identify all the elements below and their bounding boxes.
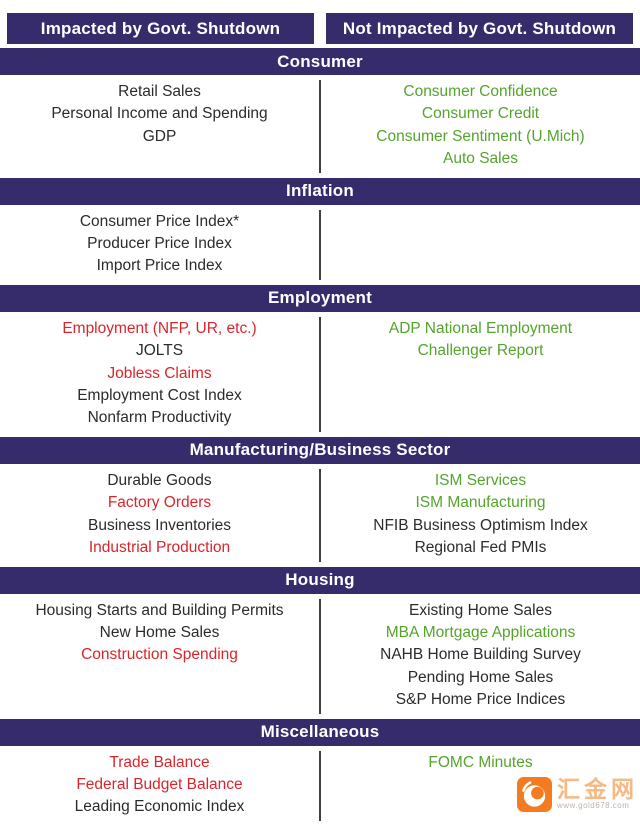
watermark-text-block: 汇金网 www.gold678.com <box>557 777 638 811</box>
indicator-item: Employment Cost Index <box>77 387 242 405</box>
indicator-item: Housing Starts and Building Permits <box>35 601 284 619</box>
indicator-item: Nonfarm Productivity <box>87 409 232 427</box>
indicator-item: GDP <box>142 127 177 145</box>
column-not-impacted: Existing Home Sales MBA Mortgage Applicat… <box>321 600 640 712</box>
watermark-brand: 汇金网 <box>557 776 638 802</box>
section-housing: Housing Housing Starts and Building Permi… <box>0 566 640 719</box>
column-impacted: Durable Goods Factory Orders Business Inve… <box>0 470 319 560</box>
indicator-item: Retail Sales <box>118 83 201 100</box>
column-not-impacted: FOMC Minutes <box>321 752 640 819</box>
section-content: Housing Starts and Building Permits New H… <box>0 594 640 719</box>
section-consumer: Consumer Retail Sales Personal Income and … <box>0 48 640 178</box>
column-not-impacted: ADP National Employment Challenger Report <box>321 318 640 430</box>
section-header: Employment <box>0 284 640 312</box>
indicator-item: Personal Income and Spending <box>51 105 268 123</box>
indicator-item: Challenger Report <box>417 342 544 360</box>
indicator-item: Regional Fed PMIs <box>414 539 547 557</box>
watermark-url: www.gold678.com <box>557 801 630 810</box>
huijin-logo-icon <box>517 777 552 812</box>
indicator-item: Business Inventories <box>87 516 232 534</box>
indicator-item: Leading Economic Index <box>74 798 245 816</box>
section-content: Durable Goods Factory Orders Business Inve… <box>0 464 640 567</box>
indicator-item: Trade Balance <box>109 753 210 771</box>
indicator-item: Jobless Claims <box>107 364 212 382</box>
header-impacted: Impacted by Govt. Shutdown <box>7 13 314 44</box>
indicator-item: Existing Home Sales <box>408 601 552 619</box>
indicator-item: Employment (NFP, UR, etc.) <box>62 319 257 337</box>
section-manufacturing-business-sector: Manufacturing/Business Sector Durable Goo… <box>0 436 640 567</box>
section-header: Consumer <box>0 48 640 75</box>
indicator-item: Consumer Confidence <box>403 83 558 100</box>
section-header: Miscellaneous <box>0 718 640 746</box>
header-not-impacted: Not Impacted by Govt. Shutdown <box>326 13 633 44</box>
column-impacted: Housing Starts and Building Permits New H… <box>0 600 319 712</box>
indicator-item: Pending Home Sales <box>407 668 554 686</box>
column-not-impacted: ISM Services ISM Manufacturing NFIB Busine… <box>321 470 640 560</box>
indicator-item: JOLTS <box>135 342 184 360</box>
indicator-item: NAHB Home Building Survey <box>380 646 581 664</box>
column-impacted: Consumer Price Index* Producer Price Inde… <box>0 211 319 278</box>
indicator-item: Federal Budget Balance <box>76 775 243 793</box>
watermark: 汇金网 www.gold678.com <box>517 777 638 812</box>
indicator-item: NFIB Business Optimism Index <box>373 516 588 534</box>
indicator-item: Consumer Credit <box>421 105 540 123</box>
indicator-item: Producer Price Index <box>87 235 232 253</box>
indicator-item: ISM Services <box>434 471 527 489</box>
section-header: Manufacturing/Business Sector <box>0 436 640 464</box>
indicator-item: Consumer Sentiment (U.Mich) <box>376 127 585 145</box>
section-header: Inflation <box>0 177 640 205</box>
indicator-item: Construction Spending <box>81 646 238 664</box>
column-divider <box>319 80 321 173</box>
column-divider <box>319 750 321 821</box>
column-not-impacted <box>321 211 640 278</box>
indicator-item: ADP National Employment <box>388 319 573 337</box>
indicator-item: New Home Sales <box>99 623 220 641</box>
section-content: Trade Balance Federal Budget Balance Leadi… <box>0 746 640 826</box>
column-headers: Impacted by Govt. Shutdown Not Impacted … <box>0 0 640 48</box>
section-miscellaneous: Miscellaneous Trade Balance Federal Budget… <box>0 718 640 826</box>
section-employment: Employment Employment (NFP, UR, etc.) JOLT… <box>0 284 640 437</box>
indicator-item: Factory Orders <box>107 494 212 512</box>
column-divider <box>319 598 321 714</box>
indicator-item: ISM Manufacturing <box>415 494 546 512</box>
section-inflation: Inflation Consumer Price Index* Producer P… <box>0 177 640 285</box>
column-impacted: Trade Balance Federal Budget Balance Leadi… <box>0 752 319 819</box>
column-impacted: Retail Sales Personal Income and Spending… <box>0 81 319 171</box>
column-not-impacted: Consumer Confidence Consumer Credit Consum… <box>321 81 640 171</box>
column-divider <box>319 209 321 280</box>
indicator-item: Auto Sales <box>443 150 518 168</box>
column-impacted: Employment (NFP, UR, etc.) JOLTS Jobless C… <box>0 318 319 430</box>
sections-container: Consumer Retail Sales Personal Income and … <box>0 48 640 826</box>
indicator-item: Import Price Index <box>96 257 223 275</box>
indicator-item: Consumer Price Index* <box>79 212 240 230</box>
section-content: Employment (NFP, UR, etc.) JOLTS Jobless C… <box>0 312 640 437</box>
indicator-item: Durable Goods <box>107 471 212 489</box>
section-header: Housing <box>0 566 640 594</box>
indicator-item: MBA Mortgage Applications <box>385 623 576 641</box>
indicator-item: FOMC Minutes <box>428 753 533 771</box>
indicator-item: Industrial Production <box>88 539 231 557</box>
section-content: Consumer Price Index* Producer Price Inde… <box>0 205 640 285</box>
section-content: Retail Sales Personal Income and Spending… <box>0 75 640 178</box>
column-divider <box>319 316 321 432</box>
column-divider <box>319 468 321 562</box>
indicator-item: S&P Home Price Indices <box>395 691 566 709</box>
